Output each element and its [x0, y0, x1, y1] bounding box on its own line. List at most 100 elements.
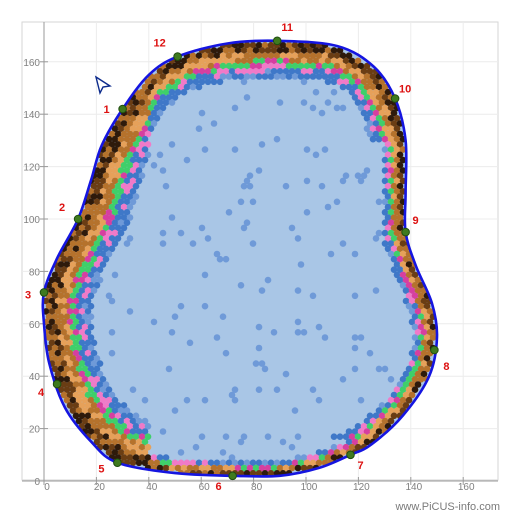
heat-cell	[57, 386, 65, 394]
heat-cell	[57, 271, 65, 279]
sensor-label-11: 11	[281, 22, 293, 34]
heat-cell	[234, 464, 242, 472]
heat-cell	[87, 344, 95, 352]
heat-cell	[96, 182, 104, 190]
heat-cell	[186, 68, 194, 75]
heat-cell	[99, 156, 107, 164]
heat-cell	[111, 240, 119, 247]
heat-cell	[378, 130, 386, 138]
heat-cell	[183, 62, 191, 70]
heat-cell	[387, 188, 395, 195]
heat-cell	[108, 162, 116, 169]
heat-cell	[363, 104, 371, 112]
heat-cell	[114, 402, 122, 409]
heat-cell	[135, 177, 143, 185]
heat-cell	[129, 125, 137, 132]
heat-cell	[195, 62, 203, 70]
heat-cell	[375, 135, 383, 143]
heat-cell	[363, 83, 371, 91]
heat-cell	[84, 349, 92, 357]
heat-cell	[69, 240, 77, 247]
heat-cell	[192, 57, 200, 65]
heat-cell	[309, 73, 317, 80]
heat-cell	[330, 47, 338, 54]
heat-cell	[162, 182, 170, 190]
heat-cell	[387, 198, 395, 206]
heat-cell	[99, 198, 107, 206]
heat-cell	[327, 250, 335, 258]
heat-cell	[126, 235, 134, 242]
heat-cell	[411, 313, 419, 321]
heat-cell	[45, 334, 53, 341]
heat-cell	[108, 193, 116, 200]
heat-cell	[279, 459, 287, 467]
heat-cell	[339, 240, 347, 247]
heat-cell	[396, 141, 404, 148]
heat-cell	[285, 62, 293, 70]
heat-cell	[93, 376, 101, 383]
heat-cell	[105, 177, 113, 185]
heat-cell	[93, 209, 101, 216]
heat-cell	[351, 73, 359, 80]
heat-cell	[402, 255, 410, 263]
heat-cell	[354, 99, 362, 106]
heat-cell	[132, 433, 140, 441]
heat-cell	[60, 308, 68, 315]
heat-cell	[48, 329, 56, 336]
heat-cell	[396, 214, 404, 221]
x-tick-label: 160	[458, 482, 475, 493]
heat-cell	[105, 219, 113, 226]
heat-cell	[57, 261, 65, 268]
heat-cell	[384, 235, 392, 242]
heat-cell	[135, 167, 143, 174]
heat-cell	[375, 407, 383, 414]
heat-cell	[357, 396, 365, 404]
heat-cell	[405, 376, 413, 383]
heat-cell	[189, 73, 197, 80]
heat-cell	[330, 68, 338, 75]
heat-cell	[318, 182, 326, 190]
heat-cell	[135, 428, 143, 435]
heat-cell	[237, 282, 245, 289]
heat-cell	[96, 224, 104, 232]
heat-cell	[339, 104, 347, 112]
y-tick-label: 60	[29, 320, 41, 331]
heat-cell	[78, 255, 86, 263]
heat-cell	[387, 209, 395, 216]
heat-cell	[336, 78, 344, 86]
heat-cell	[393, 219, 401, 226]
heat-cell	[399, 282, 407, 289]
heat-cell	[417, 355, 425, 362]
heat-cell	[87, 365, 95, 373]
heat-cell	[405, 261, 413, 268]
heat-cell	[345, 428, 353, 435]
heat-cell	[288, 47, 296, 54]
heat-cell	[87, 407, 95, 414]
heat-cell	[384, 224, 392, 232]
heat-cell	[426, 329, 434, 336]
heat-cell	[306, 47, 314, 54]
heat-cell	[63, 271, 71, 279]
heat-cell	[303, 146, 311, 153]
heat-cell	[69, 323, 77, 331]
heat-cell	[51, 282, 59, 289]
heat-cell	[99, 177, 107, 185]
heat-cell	[213, 52, 221, 59]
y-tick-label: 0	[34, 477, 40, 488]
heat-cell	[243, 219, 251, 226]
heat-cell	[78, 266, 86, 274]
heat-cell	[120, 172, 128, 179]
heat-cell	[126, 214, 134, 221]
heat-cell	[195, 83, 203, 91]
heat-cell	[399, 386, 407, 394]
heat-cell	[306, 454, 314, 461]
heat-cell	[282, 68, 290, 75]
heat-cell	[81, 396, 89, 404]
heat-cell	[90, 224, 98, 232]
heat-cell	[105, 135, 113, 143]
heat-cell	[363, 438, 371, 446]
heat-cell	[132, 130, 140, 138]
heat-cell	[48, 349, 56, 357]
heat-cell	[414, 297, 422, 305]
